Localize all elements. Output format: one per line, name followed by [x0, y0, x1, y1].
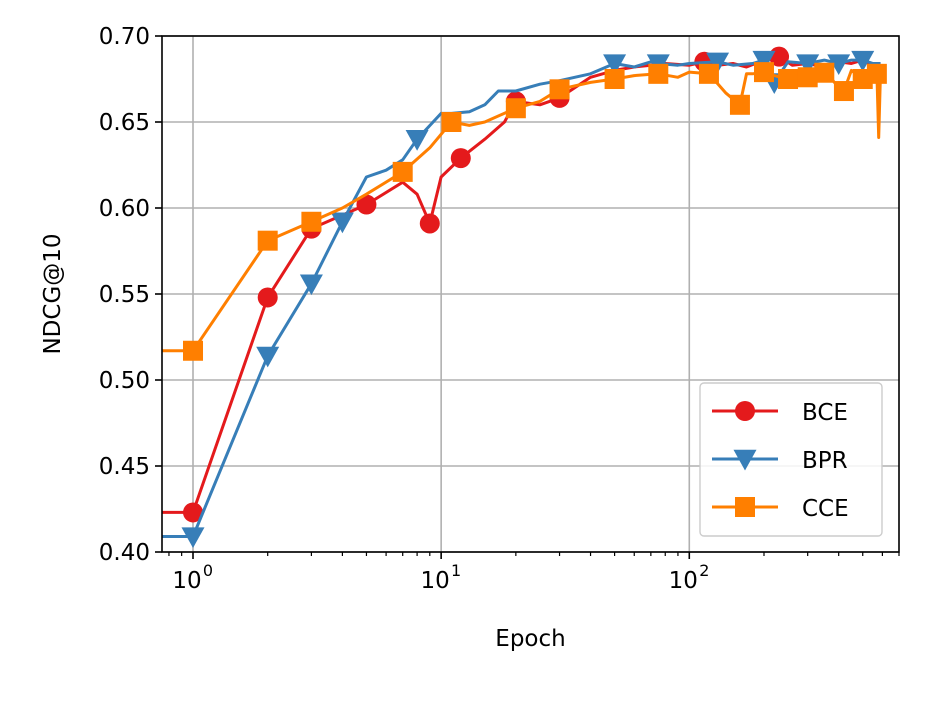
y-axis-ticks: 0.40 0.45 0.50 0.55 0.60 0.65 0.70 [99, 24, 162, 566]
legend-label: BCE [802, 400, 848, 426]
data-point [706, 52, 730, 74]
data-point [796, 54, 820, 76]
y-tick-label: 0.60 [99, 196, 150, 222]
data-point [797, 67, 818, 88]
data-point [778, 69, 799, 89]
x-tick-exponent: 0 [203, 561, 213, 580]
data-point [698, 63, 719, 84]
legend-item: CCE [712, 496, 849, 522]
data-point [257, 230, 278, 251]
y-tick-label: 0.70 [99, 24, 150, 50]
x-axis-label: Epoch [495, 626, 565, 652]
data-point [505, 98, 526, 119]
data-point [301, 211, 322, 232]
y-tick-label: 0.65 [99, 110, 150, 136]
data-point [392, 161, 413, 182]
y-tick-label: 0.45 [99, 454, 150, 480]
legend-item: BPR [712, 448, 848, 474]
data-point [604, 69, 625, 89]
y-axis-label: NDCG@10 [40, 233, 66, 354]
data-point [648, 63, 669, 84]
data-point [549, 79, 570, 100]
data-point [866, 63, 887, 84]
series-bpr [162, 50, 881, 549]
x-axis-ticks: 10 0 10 1 10 2 [168, 552, 900, 594]
legend-marker [735, 497, 755, 517]
x-tick-exponent: 1 [451, 561, 461, 580]
legend-label: CCE [802, 496, 849, 522]
data-point [299, 274, 323, 296]
x-tick-label: 10 [421, 568, 450, 594]
data-point [603, 54, 627, 76]
data-point [330, 212, 354, 234]
legend: BCE BPR CCE [699, 382, 883, 537]
data-point [183, 502, 204, 523]
data-point [752, 50, 776, 72]
data-point [450, 148, 471, 169]
y-tick-label: 0.40 [99, 540, 150, 566]
data-point [729, 94, 750, 115]
x-tick-exponent: 2 [699, 561, 709, 580]
data-point [441, 112, 462, 132]
data-point [753, 62, 774, 83]
data-point [851, 50, 875, 72]
data-point [356, 194, 377, 215]
x-tick-label: 10 [172, 568, 201, 594]
legend-label: BPR [802, 448, 848, 474]
data-point [181, 527, 205, 549]
data-point [419, 213, 440, 234]
data-point [183, 340, 204, 361]
legend-marker [733, 449, 757, 471]
data-point [405, 130, 429, 151]
y-tick-label: 0.55 [99, 282, 150, 308]
data-point [256, 346, 280, 368]
legend-marker [735, 401, 755, 421]
data-point [827, 54, 851, 76]
data-point [814, 62, 835, 83]
series-cce [162, 62, 887, 361]
data-point [257, 287, 278, 308]
data-point [833, 81, 854, 102]
legend-item: BCE [712, 400, 848, 426]
x-tick-label: 10 [669, 568, 698, 594]
plot-area [162, 46, 887, 549]
y-tick-label: 0.50 [99, 368, 150, 394]
